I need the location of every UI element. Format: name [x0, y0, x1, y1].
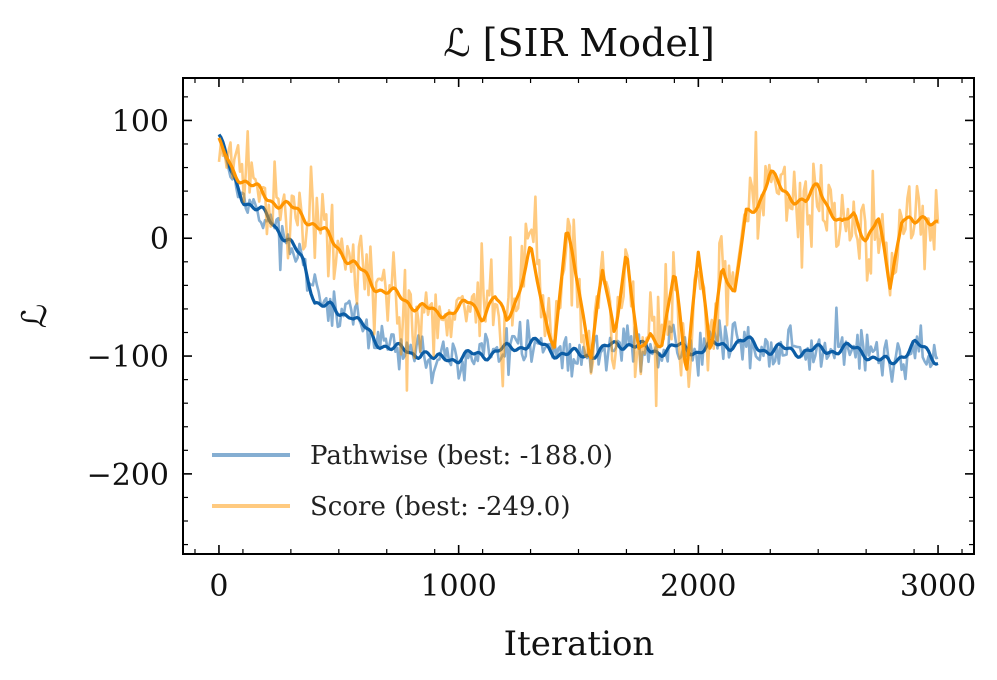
y-axis-label: ℒ: [15, 304, 55, 329]
x-tick-label: 2000: [660, 569, 736, 604]
series-raw-score: [217, 130, 940, 408]
series-mean-pathwise: [217, 133, 939, 366]
legend-label-pathwise: Pathwise (best: -188.0): [310, 441, 613, 471]
series-mean-score: [217, 137, 938, 371]
legend-label-score: Score (best: -249.0): [310, 492, 570, 522]
legend: Pathwise (best: -188.0) Score (best: -24…: [212, 441, 613, 522]
x-axis-label: Iteration: [504, 624, 655, 664]
plot-frame: [182, 77, 975, 555]
chart-title: ℒ [SIR Model]: [443, 21, 715, 65]
x-tick-label: 0: [209, 569, 228, 604]
y-tick-label: −100: [87, 340, 169, 375]
series-layer: [217, 130, 940, 408]
x-tick-label: 3000: [900, 569, 976, 604]
y-tick-label: −200: [87, 458, 169, 493]
x-tick-label: 1000: [420, 569, 496, 604]
y-tick-label: 100: [112, 104, 169, 139]
y-tick-label: 0: [150, 222, 169, 257]
